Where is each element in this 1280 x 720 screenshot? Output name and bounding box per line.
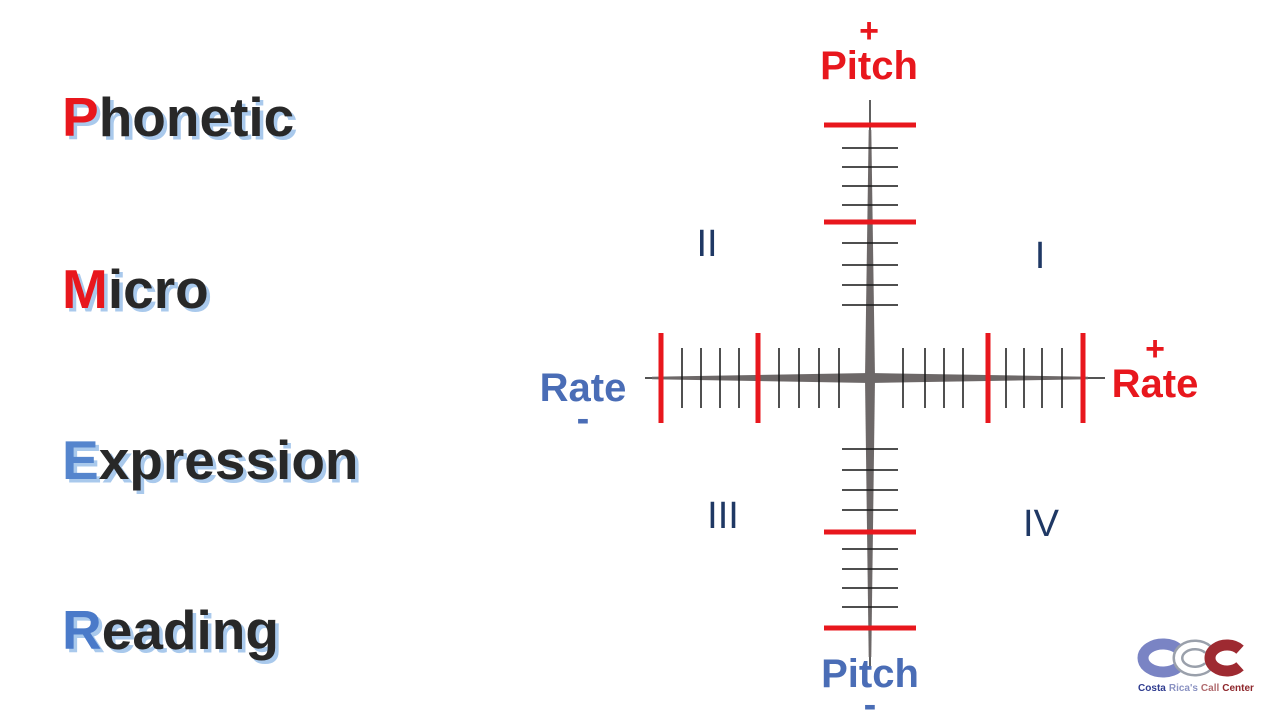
logo-caption: Costa Rica's Call Center bbox=[1132, 684, 1260, 694]
axis-word-rate: Rate bbox=[1111, 362, 1199, 406]
logo-letter-c-white-inner bbox=[1175, 642, 1211, 674]
axis-word-pitch: Pitch bbox=[820, 44, 918, 88]
axis-label-rate-negative: Rate - bbox=[528, 366, 638, 440]
vertical-axis-thick-stroke bbox=[865, 130, 875, 657]
acronym-initial: R bbox=[62, 599, 102, 661]
plus-sign: + bbox=[1145, 330, 1165, 368]
quadrant-label-i: I bbox=[1034, 235, 1046, 277]
quadrant-label-ii: II bbox=[696, 223, 718, 265]
logo-letter-c-red bbox=[1204, 639, 1244, 677]
axis-word-pitch: Pitch bbox=[821, 652, 919, 696]
logo-caption-word: Center bbox=[1222, 683, 1254, 694]
quadrant-label-iv: IV bbox=[1023, 503, 1059, 545]
logo-ccc-monogram bbox=[1137, 638, 1244, 678]
acronym-initial: P bbox=[62, 86, 99, 148]
logo-caption-word: Rica's bbox=[1168, 683, 1198, 694]
acronym-rest: icro bbox=[107, 258, 209, 320]
acronym-word: Reading bbox=[62, 603, 279, 658]
acronym-rest: xpression bbox=[98, 429, 359, 491]
minus-sign: - bbox=[576, 398, 590, 440]
logo-letter-c-blue bbox=[1137, 638, 1182, 678]
acronym-word: Expression bbox=[62, 433, 359, 488]
acronym-word: Phonetic bbox=[62, 90, 294, 145]
logo-caption-word: Costa bbox=[1138, 683, 1166, 694]
acronym-rest: honetic bbox=[98, 86, 295, 148]
acronym-rest: eading bbox=[101, 599, 279, 661]
minus-sign: - bbox=[863, 684, 877, 720]
acronym-word: Micro bbox=[62, 262, 209, 317]
axis-label-pitch-positive: + Pitch bbox=[809, 12, 929, 88]
logo-caption-word: Call bbox=[1200, 683, 1220, 694]
plus-sign: + bbox=[859, 12, 879, 50]
horizontal-axis-thick-stroke bbox=[652, 373, 1088, 383]
axis-label-pitch-negative: Pitch - bbox=[810, 652, 930, 720]
axis-label-rate-positive: + Rate bbox=[1100, 330, 1210, 406]
acronym-initial: M bbox=[62, 258, 108, 320]
company-logo: Costa Rica's Call Center bbox=[1132, 632, 1260, 704]
axis-word-rate: Rate bbox=[539, 366, 627, 410]
quadrant-label-iii: III bbox=[707, 495, 739, 537]
acronym-initial: E bbox=[62, 429, 99, 491]
